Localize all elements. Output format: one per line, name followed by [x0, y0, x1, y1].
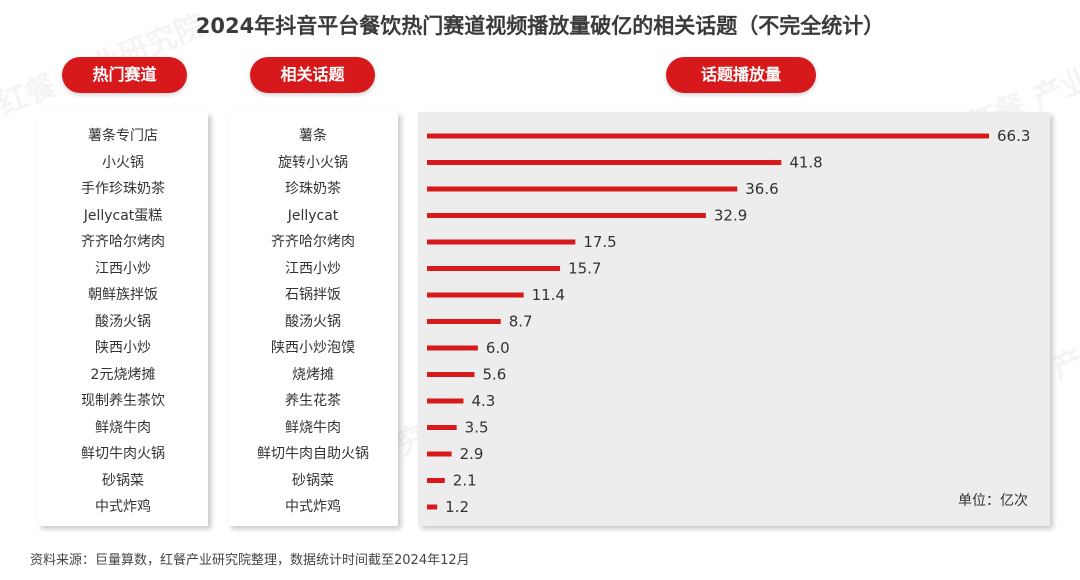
bar — [427, 160, 782, 165]
bar — [427, 186, 738, 192]
bar-value-label: 36.6 — [745, 180, 778, 198]
bar — [427, 133, 989, 139]
header-track-pill: 热门赛道 — [62, 57, 187, 93]
bar-value-label: 15.7 — [568, 260, 601, 278]
page-title: 2024年抖音平台餐饮热门赛道视频播放量破亿的相关话题（不完全统计） — [195, 14, 885, 38]
track-item: 酸汤火锅 — [95, 313, 151, 330]
topic-item: 江西小炒 — [285, 260, 341, 277]
topic-item: 陕西小炒泡馍 — [271, 340, 355, 356]
bar — [427, 345, 478, 351]
topic-item: 鲜切牛肉自助火锅 — [257, 446, 369, 462]
track-item: 中式炸鸡 — [95, 499, 151, 515]
topic-list: 薯条旋转小火锅珍珠奶茶 Jellycat 齐齐哈尔烤肉 江西小炒石锅拌饭酸汤火锅陕西小… — [228, 112, 398, 526]
header-topic-pill: 相关话题 — [250, 57, 375, 93]
track-list: 薯条专门店小火锅手作珍珠奶茶 Jellycat蛋糕 齐齐哈尔烤肉 江西小炒朝鲜族拌饭酸… — [38, 112, 208, 526]
bar-value-label: 17.5 — [583, 233, 616, 251]
bar-value-label: 41.8 — [789, 154, 822, 172]
topic-item: 砂锅菜 — [292, 472, 334, 489]
bar — [427, 425, 457, 430]
bar-value-label: 3.5 — [465, 419, 489, 437]
source-note: 资料来源：巨量算数，红餐产业研究院整理，数据统计时间截至2024年12月 — [30, 553, 470, 568]
track-item: 鲜烧牛肉 — [95, 419, 151, 436]
topic-item: 养生花茶 — [285, 393, 341, 409]
track-item: 江西小炒 — [95, 260, 151, 277]
bar — [427, 239, 576, 245]
topic-item: 珍珠奶茶 — [285, 181, 341, 197]
track-item: 朝鲜族拌饭 — [88, 287, 158, 303]
bar-value-label: 6.0 — [486, 339, 510, 357]
topic-item: 鲜烧牛肉 — [285, 419, 341, 436]
track-item: 小火锅 — [102, 154, 144, 171]
unit-label: 单位：亿次 — [958, 493, 1028, 509]
bar — [427, 478, 445, 483]
bar — [427, 266, 561, 271]
bar-value-label: 32.9 — [714, 207, 747, 225]
bar-value-label: 1.2 — [445, 498, 469, 516]
track-item: 现制养生茶饮 — [81, 393, 165, 409]
topic-item: 旋转小火锅 — [278, 154, 348, 171]
track-item: 砂锅菜 — [102, 472, 144, 489]
bar — [427, 292, 524, 298]
topic-item: 齐齐哈尔烤肉 — [271, 234, 355, 250]
track-item: 齐齐哈尔烤肉 — [81, 234, 165, 250]
bar — [427, 319, 501, 324]
bar — [427, 504, 438, 510]
bar-value-label: 4.3 — [471, 392, 495, 410]
bar-chart: 66.3 41.8 36.6 32.9 17.5 15.711.4 8.7 6.0 5.6 4.3… — [427, 127, 1030, 516]
bar — [427, 372, 475, 377]
topic-item: 薯条 — [299, 128, 327, 144]
bar-value-label: 2.9 — [460, 445, 484, 463]
header-views-pill: 话题播放量 — [666, 57, 816, 93]
track-item: 薯条专门店 — [88, 128, 158, 144]
topic-item: 酸汤火锅 — [285, 313, 341, 330]
topic-panel: 薯条旋转小火锅珍珠奶茶 Jellycat 齐齐哈尔烤肉 江西小炒石锅拌饭酸汤火锅陕西小… — [228, 112, 398, 526]
bar-value-label: 5.6 — [482, 366, 506, 384]
bar-value-label: 11.4 — [532, 286, 565, 304]
bar — [427, 451, 452, 457]
chart-panel: 66.3 41.8 36.6 32.9 17.5 15.7 11.4 8.7 6.0 5.6 4.3… — [418, 112, 1050, 526]
track-item: 陕西小炒 — [95, 340, 151, 356]
bar-value-label: 8.7 — [509, 313, 533, 331]
track-item: 鲜切牛肉火锅 — [81, 446, 165, 462]
topic-item: Jellycat — [287, 207, 339, 224]
bar — [427, 398, 464, 404]
track-item: 2元烧烤摊 — [90, 366, 156, 383]
track-item: 手作珍珠奶茶 — [81, 181, 165, 197]
topic-item: 烧烤摊 — [292, 366, 334, 383]
topic-item: 石锅拌饭 — [285, 287, 341, 303]
track-panel: 薯条专门店小火锅手作珍珠奶茶 Jellycat蛋糕 齐齐哈尔烤肉 江西小炒朝鲜族拌饭酸… — [38, 112, 208, 526]
bar — [427, 213, 706, 218]
bar-value-label: 66.3 — [997, 127, 1030, 145]
track-item: Jellycat蛋糕 — [83, 207, 163, 224]
topic-item: 中式炸鸡 — [285, 499, 341, 515]
bar-value-label: 2.1 — [453, 472, 477, 490]
